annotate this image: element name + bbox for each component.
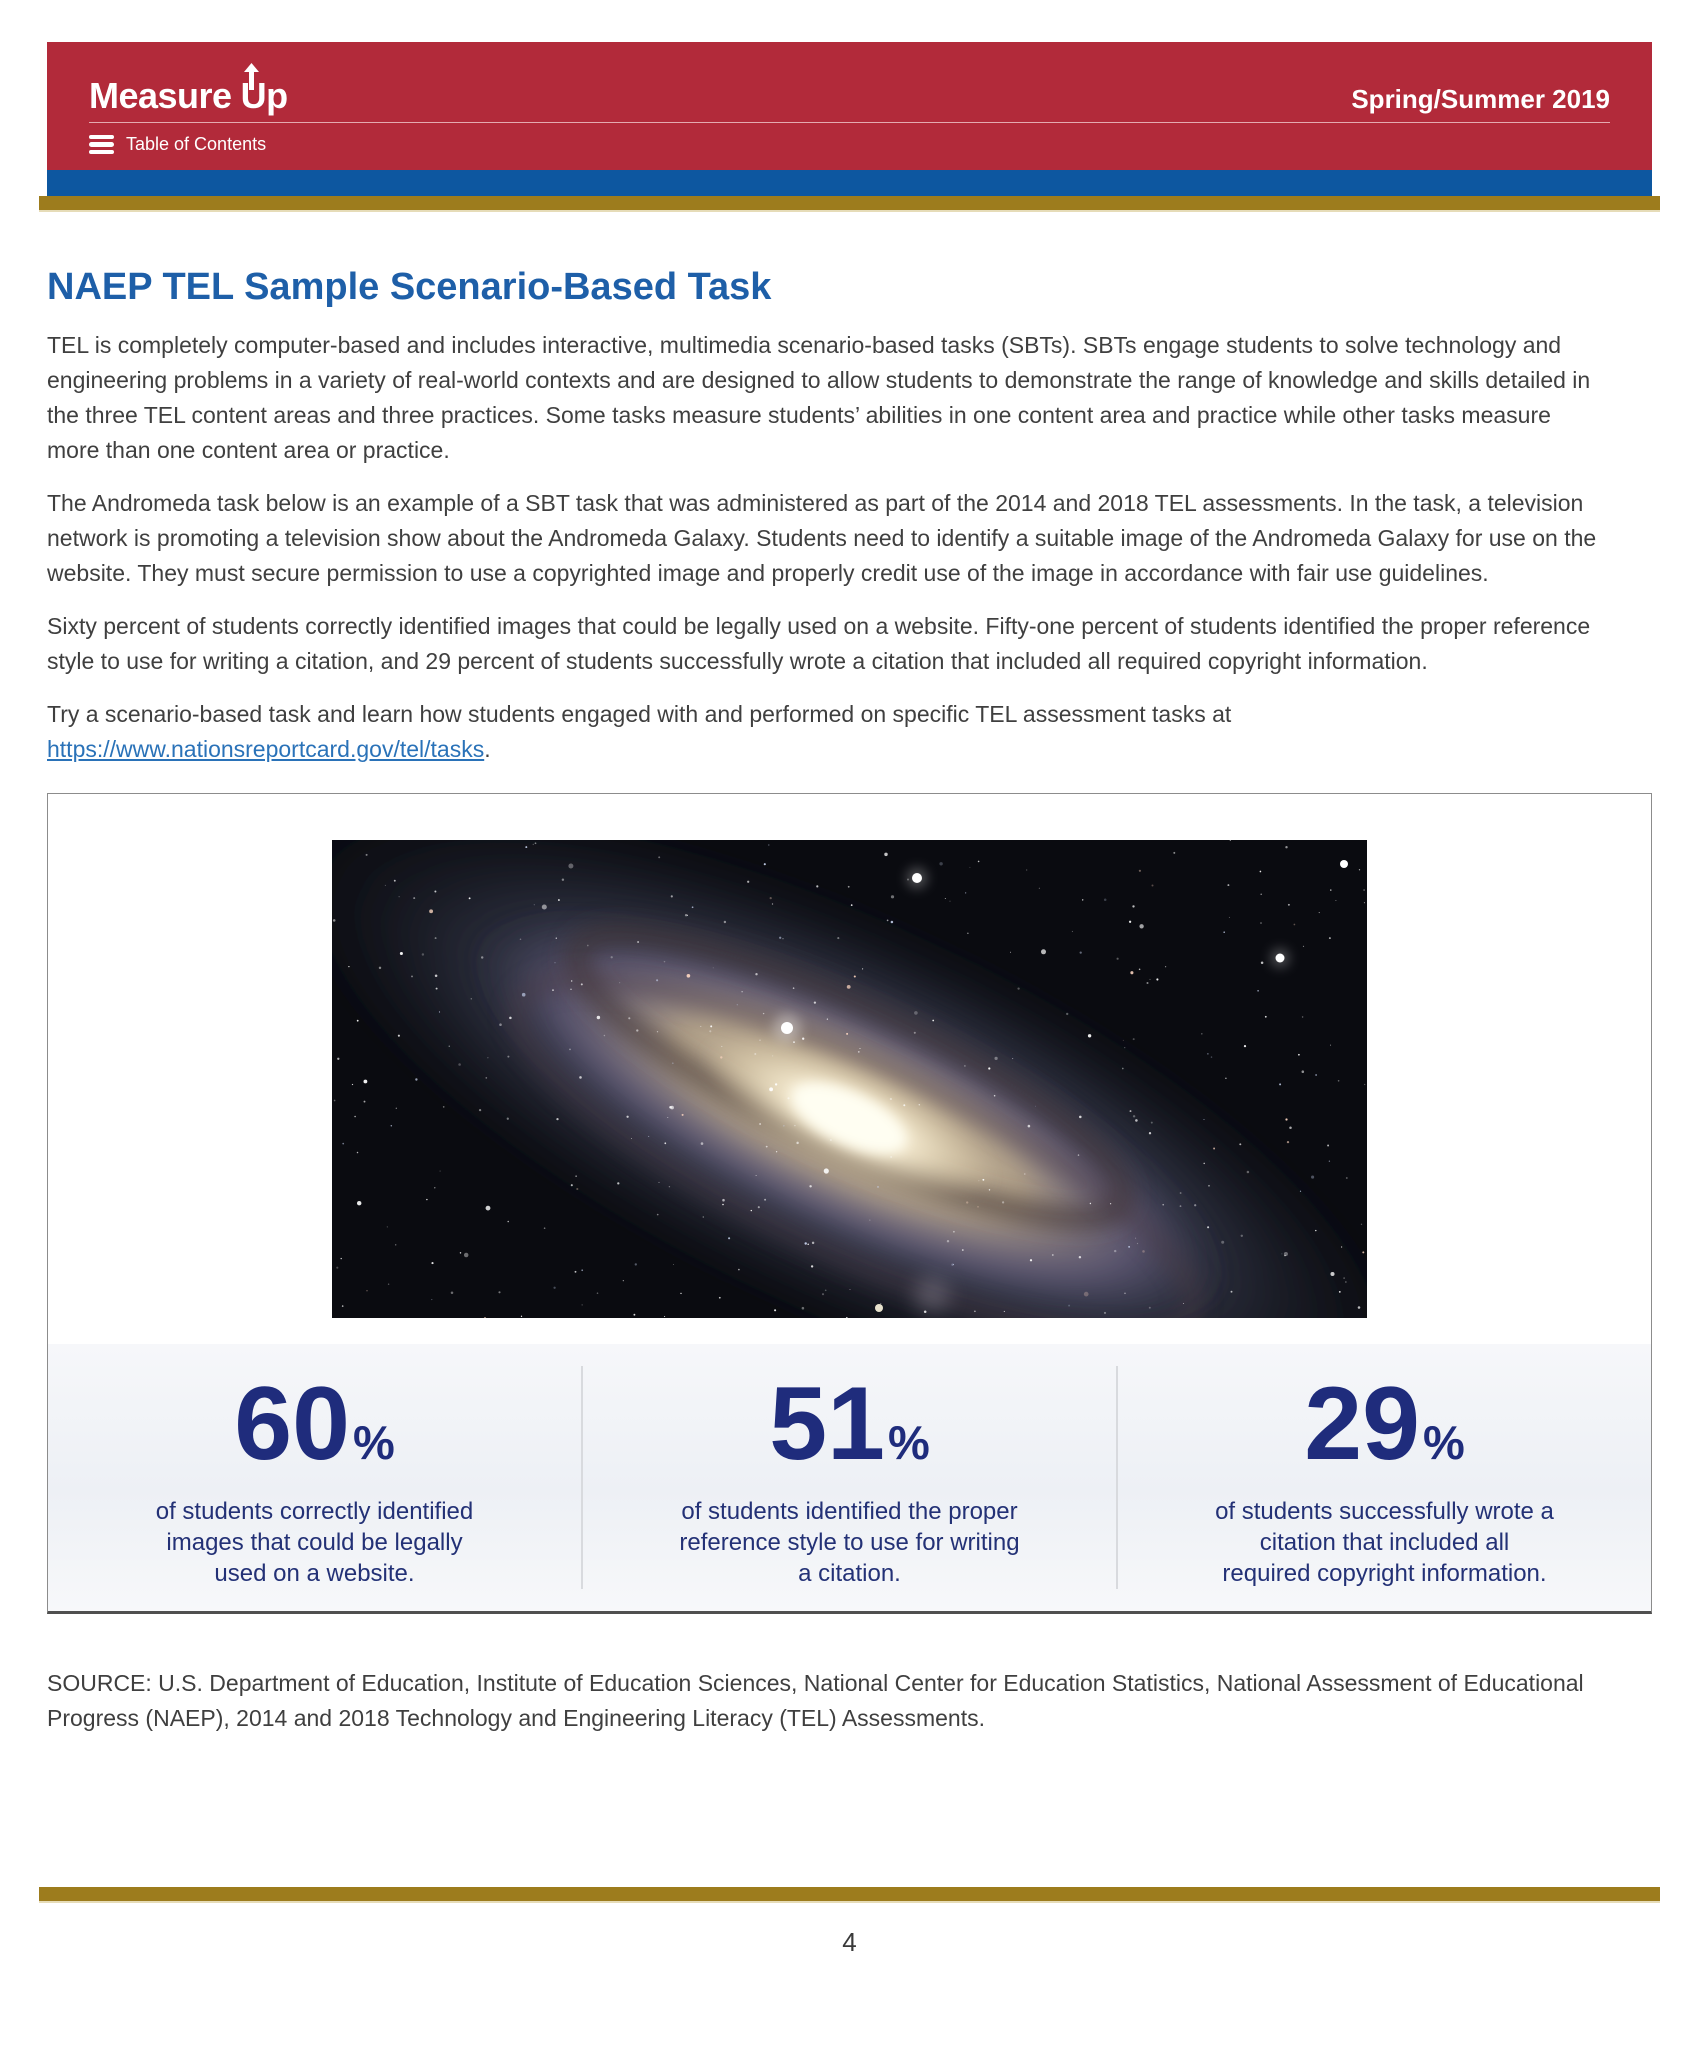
figure-box: 60% of students correctly identified ima…: [47, 793, 1652, 1614]
article: NAEP TEL Sample Scenario-Based Task TEL …: [47, 266, 1652, 1736]
stat-images-identified: 60% of students correctly identified ima…: [48, 1366, 581, 1589]
gold-stripe-bottom: [39, 1887, 1660, 1903]
paragraph-andromeda-task: The Andromeda task below is an example o…: [47, 486, 1607, 591]
up-arrow-icon: [244, 63, 259, 90]
gold-stripe-top: [39, 196, 1660, 212]
cta-text: Try a scenario-based task and learn how …: [47, 701, 1231, 727]
stat-value-60: 60%: [48, 1372, 581, 1476]
stat-caption: of students successfully wrote a citatio…: [1118, 1496, 1651, 1589]
newsletter-header: Measure Up Spring/Summer 2019 Table of C…: [47, 42, 1652, 170]
stats-row: 60% of students correctly identified ima…: [48, 1344, 1651, 1611]
measure-up-logo: Measure Up: [89, 78, 288, 114]
logo-text-measure: Measure: [89, 78, 232, 114]
table-of-contents-label: Table of Contents: [126, 134, 266, 155]
paragraph-try-task: Try a scenario-based task and learn how …: [47, 697, 1607, 767]
stat-wrote-citation: 29% of students successfully wrote a cit…: [1116, 1366, 1651, 1589]
stat-value-29: 29%: [1118, 1372, 1651, 1476]
newsletter-page: Measure Up Spring/Summer 2019 Table of C…: [0, 0, 1692, 1958]
paragraph-results: Sixty percent of students correctly iden…: [47, 609, 1607, 679]
header-divider: [89, 122, 1610, 123]
paragraph-tel-overview: TEL is completely computer-based and inc…: [47, 328, 1607, 468]
blue-stripe: [47, 170, 1652, 196]
stat-value-51: 51%: [583, 1372, 1116, 1476]
andromeda-galaxy-image: [332, 840, 1367, 1318]
source-note: SOURCE: U.S. Department of Education, In…: [47, 1666, 1652, 1736]
stat-caption: of students correctly identified images …: [48, 1496, 581, 1589]
tel-tasks-link[interactable]: https://www.nationsreportcard.gov/tel/ta…: [47, 736, 484, 762]
cta-period: .: [484, 736, 490, 762]
stat-reference-style: 51% of students identified the proper re…: [581, 1366, 1116, 1589]
table-of-contents-link[interactable]: Table of Contents: [89, 134, 266, 155]
page-number: 4: [47, 1927, 1652, 1958]
page-title: NAEP TEL Sample Scenario-Based Task: [47, 266, 1652, 310]
issue-label: Spring/Summer 2019: [1351, 86, 1610, 114]
hamburger-icon: [89, 135, 114, 155]
stat-caption: of students identified the proper refere…: [583, 1496, 1116, 1589]
